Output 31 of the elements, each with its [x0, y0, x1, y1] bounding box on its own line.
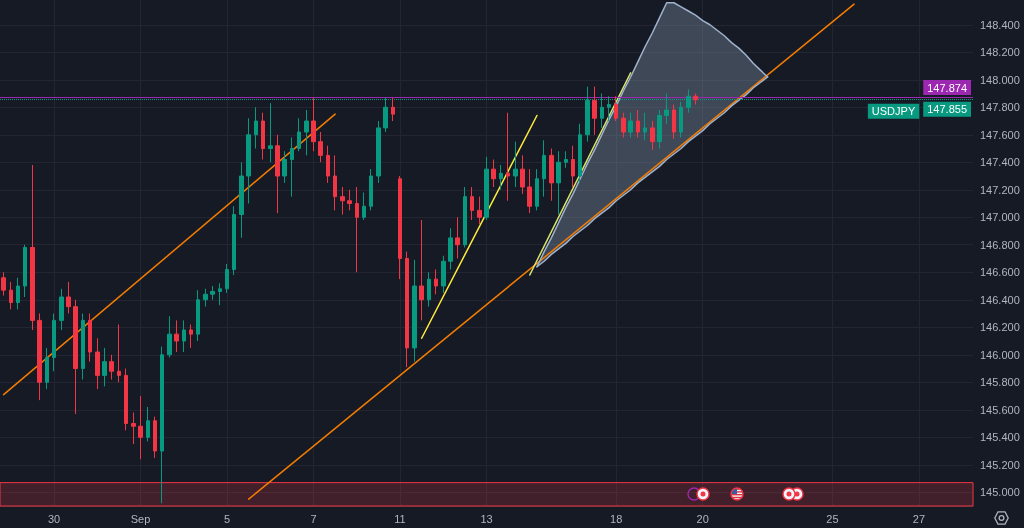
y-tick-label: 145.400 — [980, 431, 1020, 444]
annotation: USDJPY — [871, 105, 916, 118]
y-tick-label: 147.200 — [980, 183, 1020, 196]
x-tick-label: 7 — [310, 512, 317, 525]
y-tick-label: 146.400 — [980, 293, 1020, 306]
x-tick-label: 20 — [696, 512, 709, 525]
x-tick-label: 13 — [480, 512, 493, 525]
x-tick-label: 18 — [610, 512, 623, 525]
y-tick-label: 148.400 — [980, 18, 1020, 31]
y-tick-label: 147.600 — [980, 128, 1020, 141]
x-tick-label: 5 — [223, 512, 231, 525]
ref-line-label: 147.874 — [927, 81, 967, 94]
y-tick-label: 147.800 — [980, 101, 1020, 114]
x-tick-label: 25 — [826, 512, 839, 525]
y-tick-label: 145.200 — [980, 458, 1020, 471]
legend-label: 147.855 — [927, 103, 967, 116]
x-tick-label: 11 — [394, 512, 406, 525]
y-tick-label: 146.200 — [980, 321, 1020, 334]
y-tick-label: 145.800 — [980, 376, 1020, 389]
y-tick-label: 147.000 — [980, 211, 1020, 224]
y-tick-label: 148.200 — [980, 46, 1020, 59]
y-tick-label: 146.000 — [980, 348, 1020, 361]
y-tick-label: 145.000 — [980, 486, 1020, 499]
y-tick-label: 146.600 — [980, 266, 1020, 279]
y-tick-label: 148.000 — [980, 73, 1020, 86]
x-tick-label: 30 — [47, 512, 61, 525]
y-tick-label: 146.800 — [980, 238, 1020, 251]
y-tick-label: 145.600 — [980, 403, 1020, 416]
x-tick-label: 27 — [912, 512, 926, 525]
y-tick-label: 147.400 — [980, 156, 1020, 169]
x-tick-label: Sep — [130, 512, 151, 525]
